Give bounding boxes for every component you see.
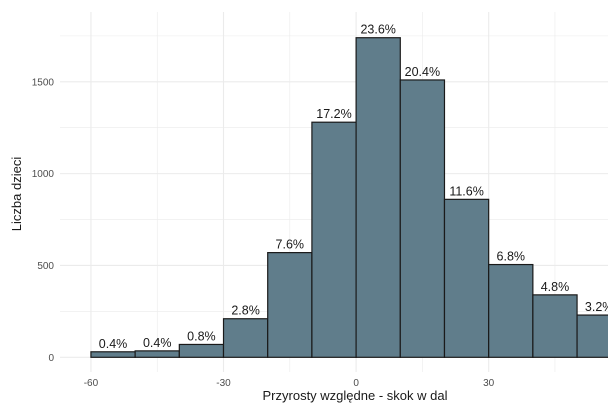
x-tick-label: 30	[483, 378, 495, 389]
y-tick-label: 500	[37, 261, 54, 272]
y-tick-label: 1000	[32, 169, 55, 180]
bar-label: 2.8%	[231, 304, 260, 318]
bar	[267, 252, 313, 358]
bar-label: 20.4%	[405, 65, 440, 79]
bar	[399, 79, 446, 358]
bar-label: 3.2%	[585, 300, 608, 314]
x-tick-labels: -60 -30 0 30	[84, 378, 495, 389]
bar-label: 4.8%	[541, 280, 570, 294]
bar	[311, 121, 357, 358]
bar	[488, 263, 534, 358]
bars	[90, 37, 608, 358]
x-tick-label: -60	[84, 378, 99, 389]
bar-label: 11.6%	[449, 184, 484, 198]
bar-label: 0.8%	[187, 329, 216, 343]
bar	[443, 198, 490, 358]
bar-label: 0.4%	[143, 336, 172, 350]
bar	[222, 318, 269, 358]
bar	[90, 351, 136, 358]
x-axis-label: Przyrosty względne - skok w dal	[263, 388, 448, 403]
bar-label: 0.4%	[99, 337, 128, 351]
bar	[355, 37, 401, 358]
bar	[134, 350, 180, 358]
x-tick-label: 0	[353, 378, 359, 389]
bar-label: 7.6%	[276, 238, 305, 252]
bar-label: 23.6%	[360, 23, 395, 37]
bar	[178, 343, 225, 358]
bar	[576, 314, 608, 358]
bar	[532, 294, 578, 358]
y-tick-label: 1500	[32, 77, 55, 88]
x-tick-label: -30	[216, 378, 231, 389]
y-tick-label: 0	[48, 353, 54, 364]
bar-label: 6.8%	[497, 250, 526, 264]
y-axis-label: Liczba dzieci	[9, 157, 24, 232]
y-tick-labels: 0 500 1000 1500	[32, 77, 55, 364]
bar-labels: 0.4% 0.4% 0.8% 2.8% 7.6% 17.2% 23.6% 20.4% 11.6%…	[99, 23, 608, 351]
bar-label: 17.2%	[316, 107, 351, 121]
